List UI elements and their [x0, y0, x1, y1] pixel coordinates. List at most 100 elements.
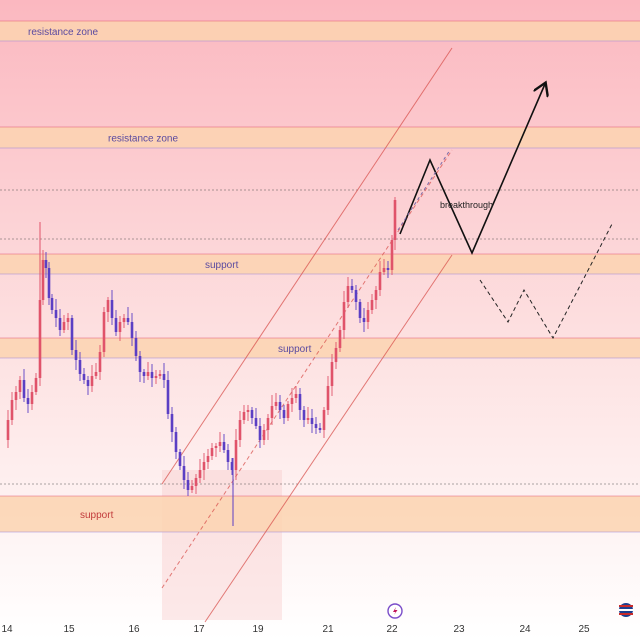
candle: [290, 398, 294, 404]
zone-label: support: [80, 510, 114, 521]
candles-layer: [6, 197, 397, 526]
candle: [298, 394, 302, 410]
candle: [318, 428, 322, 430]
candle: [242, 412, 246, 420]
candle: [102, 312, 106, 352]
x-tick-label: 22: [386, 624, 398, 635]
candle: [310, 418, 314, 424]
candle: [70, 318, 74, 350]
candle: [186, 480, 190, 490]
candle: [47, 268, 51, 298]
candle: [130, 322, 134, 338]
candle: [170, 414, 174, 432]
candle: [94, 372, 98, 376]
candle: [274, 402, 278, 406]
candle: [218, 442, 222, 446]
candle: [154, 376, 158, 378]
candle: [18, 380, 22, 392]
candle: [66, 318, 70, 322]
candle: [82, 374, 86, 380]
us-flag-icon: [619, 603, 633, 617]
candle: [34, 378, 38, 392]
candle: [74, 350, 78, 360]
zone-band: [0, 21, 640, 41]
candle: [14, 392, 18, 400]
candle: [178, 452, 182, 466]
projection-up-path: [399, 84, 545, 255]
candle: [138, 356, 142, 372]
candle: [330, 362, 334, 386]
candle: [158, 374, 162, 376]
projection-layer: [397, 84, 613, 340]
candle: [58, 318, 62, 330]
candle: [118, 322, 122, 332]
candle: [350, 286, 354, 290]
candle: [110, 300, 114, 318]
zones-layer: resistance zone resistance zone support sup…: [0, 20, 640, 533]
candle: [26, 398, 30, 404]
x-tick-label: 19: [252, 624, 264, 635]
candle: [382, 268, 386, 272]
candle: [250, 410, 254, 418]
candle: [98, 352, 102, 372]
x-tick-label: 23: [453, 624, 465, 635]
candle: [278, 402, 282, 410]
x-tick-label: 25: [578, 624, 590, 635]
candle: [44, 260, 48, 268]
candle: [286, 404, 290, 418]
candle: [194, 478, 198, 486]
candle: [62, 322, 66, 330]
candle: [54, 310, 58, 318]
candle: [6, 420, 10, 440]
x-tick-label: 16: [128, 624, 140, 635]
candle: [366, 310, 370, 322]
zone-label: resistance zone: [28, 27, 98, 38]
candle: [174, 432, 178, 452]
zone-band: [0, 338, 640, 358]
channel-lower-line: [204, 254, 453, 623]
candle: [226, 450, 230, 462]
candle: [386, 268, 390, 270]
candle: [90, 376, 94, 386]
candle: [246, 410, 250, 412]
candle: [266, 418, 270, 430]
x-tick-label: 17: [193, 624, 205, 635]
candle: [214, 446, 218, 448]
candle: [150, 372, 154, 378]
channel-upper-line: [161, 47, 453, 485]
candle: [393, 200, 397, 240]
candle: [146, 372, 150, 376]
candle: [258, 426, 262, 440]
candle: [362, 318, 366, 322]
candle: [50, 298, 54, 310]
candle: [306, 418, 310, 420]
candle: [162, 374, 166, 380]
candle: [282, 410, 286, 418]
candle: [338, 330, 342, 348]
candle: [126, 318, 130, 322]
candle: [202, 462, 206, 470]
candle: [78, 360, 82, 374]
candle: [294, 394, 298, 398]
candle: [38, 300, 42, 378]
x-axis: 14 15 16 17 19 21 22 23 24 25: [1, 624, 590, 635]
candle: [326, 386, 330, 410]
candle: [182, 466, 186, 480]
candle: [41, 260, 45, 300]
candle: [270, 406, 274, 418]
zone-label: resistance zone: [108, 134, 178, 145]
candle: [86, 380, 90, 386]
zone-band: [0, 127, 640, 148]
candle: [322, 410, 326, 430]
candle: [262, 430, 266, 440]
candle: [358, 302, 362, 318]
candle: [238, 420, 242, 440]
x-tick-label: 15: [63, 624, 75, 635]
candle: [190, 486, 194, 490]
lightning-icon[interactable]: [387, 603, 403, 619]
candle: [134, 338, 138, 356]
x-tick-label: 24: [519, 624, 531, 635]
